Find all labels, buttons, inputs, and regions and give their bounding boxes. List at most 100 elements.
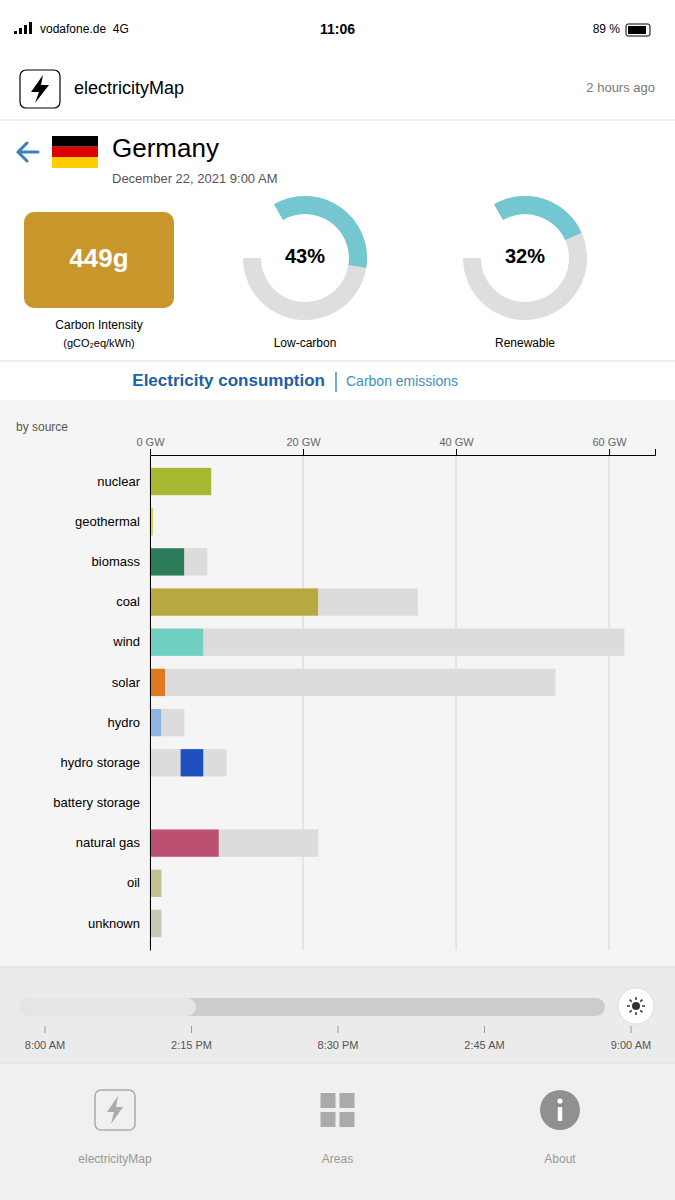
x-tick-mark: [456, 449, 457, 455]
bar-segment: [204, 749, 227, 776]
bar-segment: [204, 629, 625, 656]
slider-track[interactable]: [20, 998, 605, 1016]
category-label: unknown: [88, 916, 140, 931]
y-axis-line: [150, 456, 151, 951]
category-label: hydro: [107, 715, 140, 730]
x-axis: 0 GW 20 GW 40 GW 60 GW: [136, 436, 655, 456]
category-label: geothermal: [75, 514, 140, 529]
chart-background: [0, 400, 675, 966]
play-button[interactable]: [618, 988, 654, 1024]
gauge-arc: [274, 196, 367, 268]
bar-segment: [211, 468, 212, 495]
play-button-circle: [618, 988, 654, 1024]
app-header: electricityMap2 hours ago: [0, 70, 675, 120]
status-bar: vodafone.de 4G11:0689 %: [0, 0, 675, 56]
bar-segment: [150, 468, 211, 495]
app-screen: vodafone.de 4G11:0689 %electricityMap2 h…: [0, 0, 675, 1200]
bar-segment: [184, 548, 207, 575]
bar-segment: [165, 669, 555, 696]
flag: [52, 157, 98, 168]
bar-segment: [219, 829, 318, 856]
x-tick-label: 20 GW: [286, 436, 321, 448]
category-label: biomass: [92, 554, 141, 569]
timeline-tick: [45, 1026, 46, 1033]
footer: electricityMapAreasAbout: [0, 1062, 675, 1200]
y-tick: battery storage: [53, 795, 150, 810]
bars: [150, 468, 624, 937]
back-arrow[interactable]: [18, 143, 38, 161]
timeline-bg: [0, 966, 675, 1062]
x-tick-label: 0 GW: [136, 436, 165, 448]
bar-segment: [161, 910, 162, 937]
x-tick-label: 60 GW: [592, 436, 627, 448]
battery-icon: [626, 24, 650, 36]
app-logo: [20, 70, 60, 108]
bar-segment: [161, 870, 162, 897]
bar-segment: [150, 749, 181, 776]
x-tick-mark: [303, 449, 304, 455]
separator: [0, 1063, 675, 1064]
grid-line: [303, 455, 304, 950]
timeline-label: 8:30 PM: [318, 1039, 359, 1051]
footer-icon: [558, 1107, 562, 1121]
bar-segment: [150, 829, 219, 856]
y-tick: hydro: [107, 715, 150, 730]
y-axis-title: by source: [16, 420, 68, 434]
timeline: 8:00 AM2:15 PM8:30 PM2:45 AM9:00 AM: [0, 966, 675, 1062]
carbon-intensity-value: 449g: [69, 243, 128, 273]
x-tick: 60 GW: [592, 436, 627, 455]
carbon-intensity-unit: (gCO₂eq/kWh): [63, 337, 135, 349]
x-tick-mark: [609, 449, 610, 455]
sun-icon: [642, 1005, 645, 1007]
timeline-label: 8:00 AM: [25, 1039, 65, 1051]
app-logo-bolt: [31, 75, 49, 103]
footer-tab[interactable]: [95, 1090, 135, 1130]
y-tick: coal: [116, 594, 150, 609]
bar-segment: [161, 709, 184, 736]
y-tick: solar: [112, 675, 150, 690]
x-tick: 40 GW: [439, 436, 474, 455]
category-label: oil: [127, 875, 140, 890]
time-ago: 2 hours ago: [586, 80, 655, 95]
slider-fill: [20, 998, 196, 1016]
footer-icon: [321, 1093, 336, 1108]
sun-icon: [630, 1010, 632, 1012]
footer-tab[interactable]: [321, 1093, 355, 1127]
footer-tab[interactable]: [540, 1090, 580, 1130]
y-tick: oil: [127, 875, 150, 890]
bar-segment: [150, 709, 161, 736]
signal-icon: [14, 31, 17, 34]
category-label: battery storage: [53, 795, 140, 810]
bar-segment: [318, 588, 417, 615]
carrier: vodafone.de 4G: [40, 22, 129, 36]
date: December 22, 2021 9:00 AM: [112, 171, 278, 186]
sun-icon: [640, 1010, 642, 1012]
category-label: natural gas: [76, 835, 141, 850]
chart-title: Electricity consumption: [132, 371, 325, 390]
carbon-intensity-box: [24, 212, 174, 308]
chart-subtitle[interactable]: Carbon emissions: [346, 373, 458, 389]
category-label: solar: [112, 675, 141, 690]
category-label: coal: [116, 594, 140, 609]
bar-segment: [150, 910, 161, 937]
timeline-tick: [338, 1026, 339, 1033]
sun-icon: [627, 1005, 630, 1007]
sun-icon: [635, 1012, 637, 1015]
grid-line: [609, 455, 610, 950]
footer-icon: [107, 1096, 123, 1124]
separator: [0, 967, 675, 968]
clock: 11:06: [320, 21, 355, 37]
country-section: GermanyDecember 22, 2021 9:00 AM449gCarb…: [18, 133, 278, 349]
y-tick: geothermal: [75, 514, 150, 529]
footer-icon: [340, 1112, 355, 1127]
footer-icon: [95, 1090, 135, 1130]
timeline-tick: [631, 1026, 632, 1033]
x-tick: 20 GW: [286, 436, 321, 455]
footer-label: electricityMap: [78, 1152, 152, 1166]
footer-icon: [557, 1098, 562, 1103]
grid: [150, 455, 609, 950]
bar-segment: [150, 548, 184, 575]
footer-icon: [340, 1093, 355, 1108]
x-axis-line: [151, 449, 656, 456]
flag: [52, 136, 98, 147]
